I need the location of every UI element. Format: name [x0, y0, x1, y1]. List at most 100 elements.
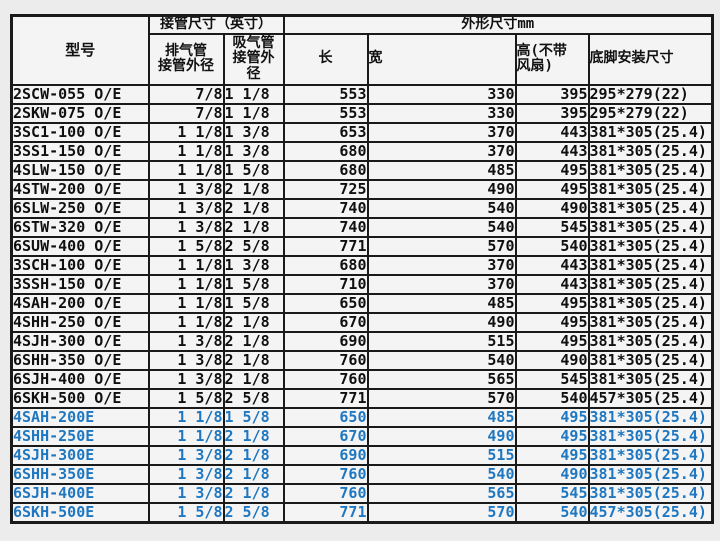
suction-od-cell: 2 1/8 — [222, 482, 285, 504]
height-cell: 490 — [514, 463, 590, 485]
model-cell: 6SUW-400 O/E — [10, 235, 150, 257]
table-row: 2SKW-075 O/E 7/8 1 1/8 553 330 395 295*279(22) — [10, 102, 714, 124]
model-cell: 6SJH-400 O/E — [10, 368, 150, 390]
mount-size-cell: 381*305(25.4) — [587, 330, 714, 352]
suction-od-cell: 2 1/8 — [222, 463, 285, 485]
width-cell: 570 — [366, 501, 517, 524]
length-cell: 760 — [282, 368, 369, 390]
height-cell: 395 — [514, 83, 590, 105]
discharge-od-cell: 1 1/8 — [147, 311, 225, 333]
model-cell: 3SC1-100 O/E — [10, 121, 150, 143]
mount-size-cell: 381*305(25.4) — [587, 121, 714, 143]
mount-size-cell: 381*305(25.4) — [587, 482, 714, 504]
mount-size-cell: 381*305(25.4) — [587, 197, 714, 219]
table-row: 6SUW-400 O/E 1 5/8 2 5/8 771 570 540 381*305(2… — [10, 235, 714, 257]
mount-size-cell: 381*305(25.4) — [587, 368, 714, 390]
mount-size-cell: 381*305(25.4) — [587, 235, 714, 257]
discharge-od-cell: 1 5/8 — [147, 387, 225, 409]
suction-od-cell: 2 1/8 — [222, 349, 285, 371]
suction-od-cell: 1 5/8 — [222, 292, 285, 314]
height-cell: 490 — [514, 349, 590, 371]
header-group-row: 型号 接管尺寸（英寸） 外形尺寸mm — [10, 14, 714, 86]
suction-od-cell: 1 5/8 — [222, 159, 285, 181]
mount-size-cell: 381*305(25.4) — [587, 273, 714, 295]
suction-od-cell: 2 5/8 — [222, 235, 285, 257]
model-cell: 6SHH-350E — [10, 463, 150, 485]
width-cell: 485 — [366, 406, 517, 428]
table-row: 6SHH-350E 1 3/8 2 1/8 760 540 490 381*305(25.4… — [10, 463, 714, 485]
model-cell: 4SJH-300 O/E — [10, 330, 150, 352]
mount-size-cell: 381*305(25.4) — [587, 159, 714, 181]
height-cell: 443 — [514, 254, 590, 276]
length-cell: 771 — [282, 387, 369, 409]
width-cell: 570 — [366, 387, 517, 409]
length-cell: 725 — [282, 178, 369, 200]
suction-od-cell: 1 3/8 — [222, 121, 285, 143]
model-cell: 6STW-320 O/E — [10, 216, 150, 238]
mount-size-cell: 381*305(25.4) — [587, 216, 714, 238]
width-cell: 540 — [366, 197, 517, 219]
spec-table-rows: 2SCW-055 O/E 7/8 1 1/8 553 330 395 295*279(22)… — [10, 83, 714, 524]
length-cell: 670 — [282, 425, 369, 447]
suction-od-cell: 2 1/8 — [222, 178, 285, 200]
mount-size-cell: 381*305(25.4) — [587, 349, 714, 371]
suction-od-cell: 1 5/8 — [222, 406, 285, 428]
mount-size-cell: 457*305(25.4) — [587, 501, 714, 524]
mount-size-cell: 381*305(25.4) — [587, 311, 714, 333]
discharge-od-cell: 1 1/8 — [147, 425, 225, 447]
col-header-foot-mounting-size: 底脚安装尺寸 — [587, 32, 714, 86]
model-cell: 6SKH-500 O/E — [10, 387, 150, 409]
mount-size-cell: 381*305(25.4) — [587, 406, 714, 428]
table-row: 4SLW-150 O/E 1 1/8 1 5/8 680 485 495 381*305(2… — [10, 159, 714, 181]
width-cell: 565 — [366, 482, 517, 504]
model-cell: 4SAH-200 O/E — [10, 292, 150, 314]
height-cell: 495 — [514, 444, 590, 466]
col-header-length: 长 — [282, 32, 369, 86]
discharge-od-cell: 1 3/8 — [147, 482, 225, 504]
mount-size-cell: 381*305(25.4) — [587, 140, 714, 162]
discharge-od-cell: 7/8 — [147, 102, 225, 124]
suction-od-cell: 2 1/8 — [222, 444, 285, 466]
discharge-od-cell: 1 1/8 — [147, 159, 225, 181]
discharge-od-cell: 1 5/8 — [147, 501, 225, 524]
spec-table: 型号 接管尺寸（英寸） 外形尺寸mm 排气管 接管外径 吸气管 接管外 径 长 … — [10, 14, 715, 524]
mount-size-cell: 381*305(25.4) — [587, 444, 714, 466]
height-cell: 495 — [514, 292, 590, 314]
model-cell: 3SSH-150 O/E — [10, 273, 150, 295]
height-cell: 443 — [514, 273, 590, 295]
length-cell: 710 — [282, 273, 369, 295]
suction-od-cell: 1 3/8 — [222, 254, 285, 276]
col-header-model: 型号 — [10, 14, 150, 86]
height-cell: 545 — [514, 216, 590, 238]
table-row: 4STW-200 O/E 1 3/8 2 1/8 725 490 495 381*305(2… — [10, 178, 714, 200]
table-row: 3SSH-150 O/E 1 1/8 1 5/8 710 370 443 381*305(2… — [10, 273, 714, 295]
suction-od-cell: 1 1/8 — [222, 83, 285, 105]
col-header-discharge-pipe-od: 排气管 接管外径 — [147, 32, 225, 86]
width-cell: 490 — [366, 425, 517, 447]
width-cell: 330 — [366, 83, 517, 105]
height-cell: 495 — [514, 330, 590, 352]
length-cell: 771 — [282, 501, 369, 524]
mount-size-cell: 381*305(25.4) — [587, 425, 714, 447]
discharge-od-cell: 1 3/8 — [147, 330, 225, 352]
table-row: 6SKH-500 O/E 1 5/8 2 5/8 771 570 540 457*305(2… — [10, 387, 714, 409]
discharge-od-cell: 1 3/8 — [147, 368, 225, 390]
suction-od-cell: 1 5/8 — [222, 273, 285, 295]
table-row: 4SAH-200E 1 1/8 1 5/8 650 485 495 381*305(25.4… — [10, 406, 714, 428]
spec-table-header: 型号 接管尺寸（英寸） 外形尺寸mm 排气管 接管外径 吸气管 接管外 径 长 … — [10, 14, 714, 86]
height-cell: 495 — [514, 311, 590, 333]
discharge-od-cell: 1 3/8 — [147, 444, 225, 466]
col-header-width: 宽 — [366, 32, 517, 86]
discharge-od-cell: 1 3/8 — [147, 178, 225, 200]
suction-od-cell: 2 5/8 — [222, 387, 285, 409]
width-cell: 485 — [366, 159, 517, 181]
width-cell: 515 — [366, 444, 517, 466]
suction-od-cell: 1 3/8 — [222, 140, 285, 162]
suction-od-cell: 2 1/8 — [222, 216, 285, 238]
model-cell: 2SKW-075 O/E — [10, 102, 150, 124]
suction-od-cell: 2 1/8 — [222, 197, 285, 219]
discharge-od-cell: 1 5/8 — [147, 235, 225, 257]
width-cell: 565 — [366, 368, 517, 390]
mount-size-cell: 457*305(25.4) — [587, 387, 714, 409]
length-cell: 690 — [282, 444, 369, 466]
